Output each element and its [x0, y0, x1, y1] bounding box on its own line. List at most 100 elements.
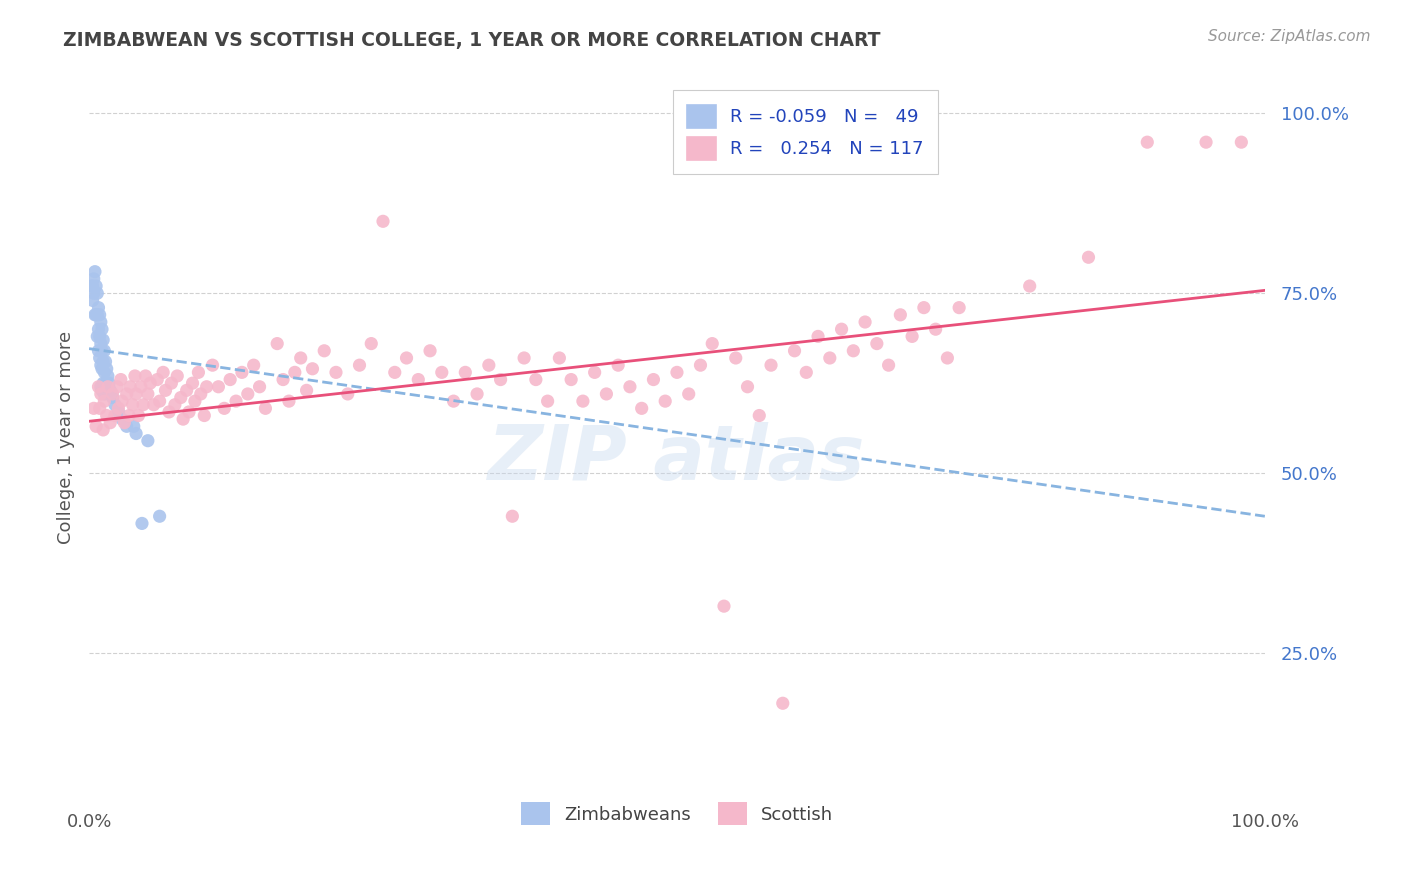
Point	[737, 380, 759, 394]
Point	[115, 419, 138, 434]
Point	[87, 380, 110, 394]
Point	[371, 214, 394, 228]
Point	[93, 365, 115, 379]
Text: Source: ZipAtlas.com: Source: ZipAtlas.com	[1208, 29, 1371, 44]
Point	[149, 394, 172, 409]
Point	[125, 387, 148, 401]
Point	[97, 380, 120, 394]
Point	[82, 279, 104, 293]
Point	[91, 361, 114, 376]
Point	[87, 343, 110, 358]
Point	[1230, 135, 1253, 149]
Point	[91, 333, 114, 347]
Point	[595, 387, 617, 401]
Point	[91, 423, 114, 437]
Point	[430, 365, 453, 379]
Point	[89, 329, 111, 343]
Point	[83, 286, 105, 301]
Point	[98, 384, 121, 398]
Point	[111, 394, 134, 409]
Point	[201, 358, 224, 372]
Point	[630, 401, 652, 416]
Point	[120, 380, 142, 394]
Point	[689, 358, 711, 372]
Point	[607, 358, 630, 372]
Point	[1195, 135, 1218, 149]
Point	[82, 293, 104, 308]
Point	[478, 358, 501, 372]
Point	[654, 394, 676, 409]
Point	[107, 401, 129, 416]
Point	[783, 343, 806, 358]
Point	[889, 308, 911, 322]
Point	[713, 599, 735, 614]
Point	[91, 384, 114, 398]
Point	[853, 315, 876, 329]
Point	[98, 416, 121, 430]
Point	[278, 394, 301, 409]
Point	[122, 419, 145, 434]
Point	[84, 308, 107, 322]
Point	[91, 322, 114, 336]
Point	[831, 322, 853, 336]
Point	[290, 351, 312, 365]
Point	[619, 380, 641, 394]
Point	[146, 373, 169, 387]
Y-axis label: College, 1 year or more: College, 1 year or more	[58, 331, 75, 544]
Point	[136, 434, 159, 448]
Point	[284, 365, 307, 379]
Point	[105, 380, 128, 394]
Point	[118, 409, 141, 423]
Point	[90, 358, 112, 372]
Point	[83, 272, 105, 286]
Point	[314, 343, 336, 358]
Point	[912, 301, 935, 315]
Point	[748, 409, 770, 423]
Point	[936, 351, 959, 365]
Point	[583, 365, 606, 379]
Point	[107, 405, 129, 419]
Point	[104, 398, 127, 412]
Point	[134, 368, 156, 383]
Point	[101, 391, 124, 405]
Point	[93, 394, 115, 409]
Point	[93, 343, 115, 358]
Point	[127, 409, 149, 423]
Point	[90, 336, 112, 351]
Legend: Zimbabweans, Scottish: Zimbabweans, Scottish	[512, 793, 842, 835]
Point	[207, 380, 229, 394]
Point	[90, 380, 112, 394]
Text: ZIMBABWEAN VS SCOTTISH COLLEGE, 1 YEAR OR MORE CORRELATION CHART: ZIMBABWEAN VS SCOTTISH COLLEGE, 1 YEAR O…	[63, 31, 880, 50]
Point	[524, 373, 547, 387]
Point	[1018, 279, 1040, 293]
Point	[125, 426, 148, 441]
Point	[112, 416, 135, 430]
Point	[794, 365, 817, 379]
Point	[193, 409, 215, 423]
Point	[115, 387, 138, 401]
Point	[924, 322, 946, 336]
Point	[225, 394, 247, 409]
Point	[724, 351, 747, 365]
Point	[678, 387, 700, 401]
Point	[443, 394, 465, 409]
Point	[94, 354, 117, 368]
Point	[665, 365, 688, 379]
Point	[91, 376, 114, 391]
Point	[219, 373, 242, 387]
Point	[86, 286, 108, 301]
Point	[702, 336, 724, 351]
Point	[513, 351, 536, 365]
Point	[489, 373, 512, 387]
Point	[759, 358, 782, 372]
Point	[901, 329, 924, 343]
Point	[360, 336, 382, 351]
Point	[149, 509, 172, 524]
Point	[501, 509, 523, 524]
Point	[866, 336, 889, 351]
Point	[948, 301, 970, 315]
Point	[87, 322, 110, 336]
Point	[129, 380, 152, 394]
Point	[195, 380, 218, 394]
Point	[96, 384, 118, 398]
